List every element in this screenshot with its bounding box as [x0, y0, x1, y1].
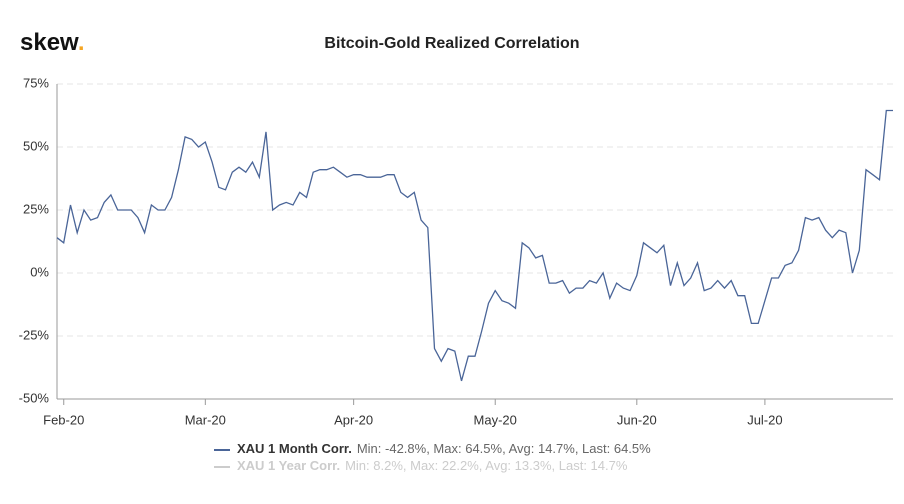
y-tick-label: 75%: [23, 75, 49, 90]
logo-dot: .: [78, 29, 85, 56]
legend-name: XAU 1 Year Corr.: [237, 458, 340, 473]
logo: skew.: [20, 29, 85, 56]
x-tick-label: Mar-20: [185, 412, 226, 427]
y-tick-label: -50%: [19, 390, 50, 405]
y-tick-label: -25%: [19, 327, 50, 342]
y-tick-label: 25%: [23, 201, 49, 216]
legend-entry[interactable]: XAU 1 Month Corr. Min: -42.8%, Max: 64.5%…: [237, 441, 651, 456]
legend-stats: Min: -42.8%, Max: 64.5%, Avg: 14.7%, Las…: [357, 441, 651, 456]
y-tick-label: 50%: [23, 138, 49, 153]
x-tick-label: Apr-20: [334, 412, 373, 427]
series-line: [56, 109, 893, 382]
logo-text: skew: [20, 29, 79, 56]
x-tick-label: May-20: [474, 412, 517, 427]
y-tick-label: 0%: [30, 264, 49, 279]
x-tick-label: Jul-20: [747, 412, 782, 427]
legend-stats: Min: 8.2%, Max: 22.2%, Avg: 13.3%, Last:…: [345, 458, 628, 473]
legend-name: XAU 1 Month Corr.: [237, 441, 352, 456]
legend-entry[interactable]: XAU 1 Year Corr. Min: 8.2%, Max: 22.2%, A…: [237, 458, 628, 473]
x-tick-label: Jun-20: [617, 412, 657, 427]
chart-title: Bitcoin-Gold Realized Correlation: [324, 35, 579, 52]
x-tick-label: Feb-20: [43, 412, 84, 427]
